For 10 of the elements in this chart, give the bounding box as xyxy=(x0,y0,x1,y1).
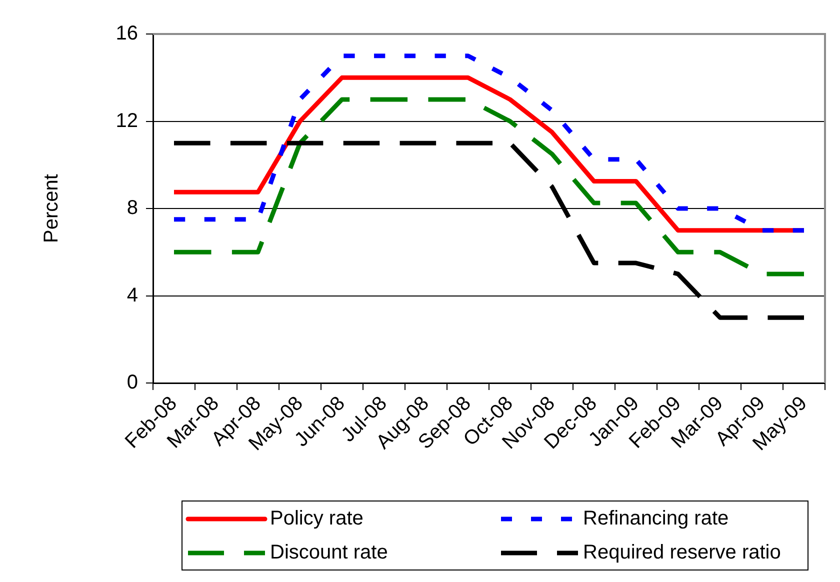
y-tick-label: 12 xyxy=(116,110,138,132)
y-axis-title: Percent xyxy=(40,174,63,243)
legend-label: Policy rate xyxy=(270,508,364,530)
legend-label: Discount rate xyxy=(270,542,388,564)
legend-label: Refinancing rate xyxy=(583,508,729,530)
y-tick-label: 4 xyxy=(126,284,138,306)
legend-label: Required reserve ratio xyxy=(583,542,781,564)
y-tick-label: 8 xyxy=(126,197,138,220)
y-tick-label: 0 xyxy=(126,372,138,394)
y-tick-label: 16 xyxy=(116,22,138,45)
